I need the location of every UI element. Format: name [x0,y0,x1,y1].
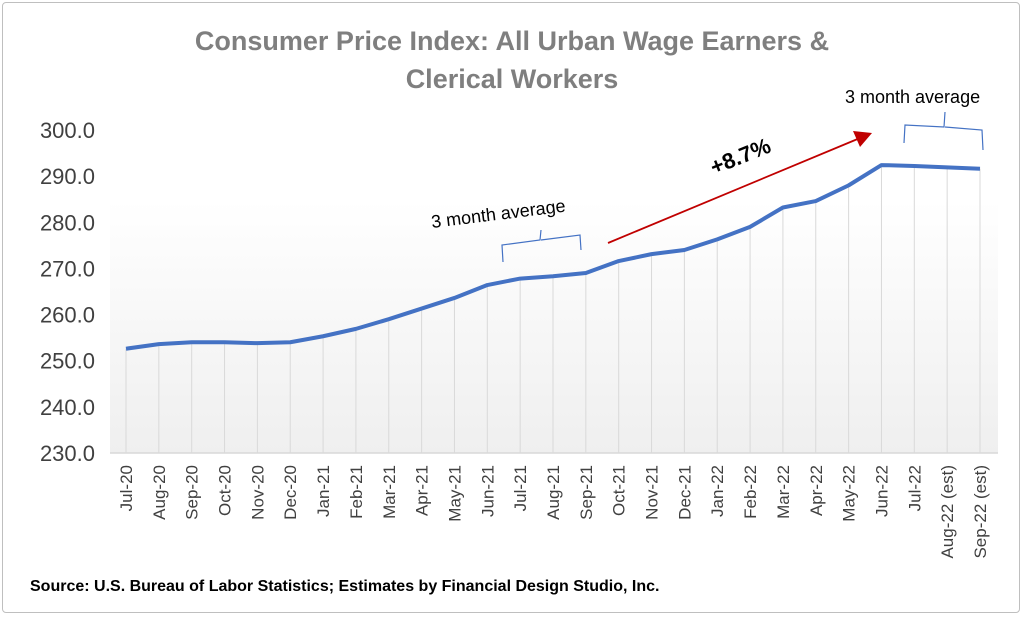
x-tick-label: Mar-22 [774,465,793,519]
annotation-3-month-average-2022: 3 month average [845,87,980,107]
brace-2022 [903,111,984,151]
x-tick-label: Nov-21 [643,465,662,520]
x-tick-label: Apr-22 [807,465,826,516]
y-tick-label: 240.0 [40,395,95,420]
x-tick-label: Mar-21 [380,465,399,519]
arrowhead-icon [853,131,872,147]
x-tick-label: Dec-20 [281,465,300,520]
y-tick-label: 260.0 [40,303,95,328]
x-tick-label: Feb-21 [347,465,366,519]
x-tick-label: Sep-20 [183,465,202,520]
x-tick-label: Dec-21 [675,465,694,520]
x-tick-label: Sep-22 (est) [971,465,990,559]
x-tick-label: Jan-21 [314,465,333,517]
x-tick-label: Feb-22 [741,465,760,519]
y-tick-label: 230.0 [40,441,95,466]
chart-title-line-1: Consumer Price Index: All Urban Wage Ear… [195,26,829,56]
y-tick-label: 270.0 [40,256,95,281]
source-note: Source: U.S. Bureau of Labor Statistics;… [30,578,659,595]
x-tick-label: Jul-20 [117,465,136,511]
x-tick-label: Jul-21 [511,465,530,511]
x-tick-label: Aug-21 [544,465,563,520]
brace-2021 [501,229,582,263]
y-tick-label: 290.0 [40,164,95,189]
x-tick-label: Jul-22 [905,465,924,511]
x-tick-label: Aug-22 (est) [938,465,957,559]
increase-arrow [607,137,861,244]
x-tick-label: May-21 [445,465,464,522]
x-tick-label: Apr-21 [413,465,432,516]
x-tick-label: Aug-20 [150,465,169,520]
y-tick-label: 280.0 [40,210,95,235]
x-tick-label: Sep-21 [577,465,596,520]
x-tick-label: May-22 [840,465,859,522]
x-tick-label: Oct-20 [216,465,235,516]
x-tick-label: Jan-22 [708,465,727,517]
x-tick-label: Oct-21 [610,465,629,516]
x-tick-label: Nov-20 [248,465,267,520]
annotation-percent-change: +8.7% [707,133,775,180]
chart-title-line-2: Clerical Workers [406,64,619,94]
x-tick-label: Jun-21 [478,465,497,517]
x-tick-label: Jun-22 [872,465,891,517]
y-tick-label: 250.0 [40,349,95,374]
y-tick-label: 300.0 [40,118,95,143]
series-line-cpi-w [125,163,981,351]
plot-background [110,200,998,453]
